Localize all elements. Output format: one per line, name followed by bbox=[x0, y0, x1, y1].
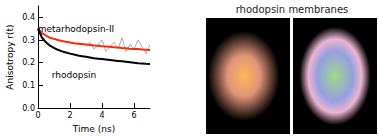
svg-text:0: 0 bbox=[35, 111, 40, 120]
svg-text:0.4: 0.4 bbox=[22, 13, 35, 22]
svg-text:rhodopsin: rhodopsin bbox=[52, 70, 97, 80]
html-text:rhodopsin membranes: rhodopsin membranes bbox=[235, 4, 349, 15]
svg-text:0.1: 0.1 bbox=[22, 81, 35, 90]
svg-text:0.0: 0.0 bbox=[22, 104, 35, 113]
svg-text:metarhodopsin-II: metarhodopsin-II bbox=[38, 24, 114, 34]
svg-text:2: 2 bbox=[67, 111, 72, 120]
svg-text:Anisotropy r(t): Anisotropy r(t) bbox=[5, 24, 15, 89]
svg-text:4: 4 bbox=[99, 111, 104, 120]
svg-text:6: 6 bbox=[131, 111, 136, 120]
svg-text:0.2: 0.2 bbox=[22, 58, 35, 67]
svg-text:Time (ns): Time (ns) bbox=[72, 124, 115, 134]
svg-text:0.3: 0.3 bbox=[22, 36, 35, 45]
